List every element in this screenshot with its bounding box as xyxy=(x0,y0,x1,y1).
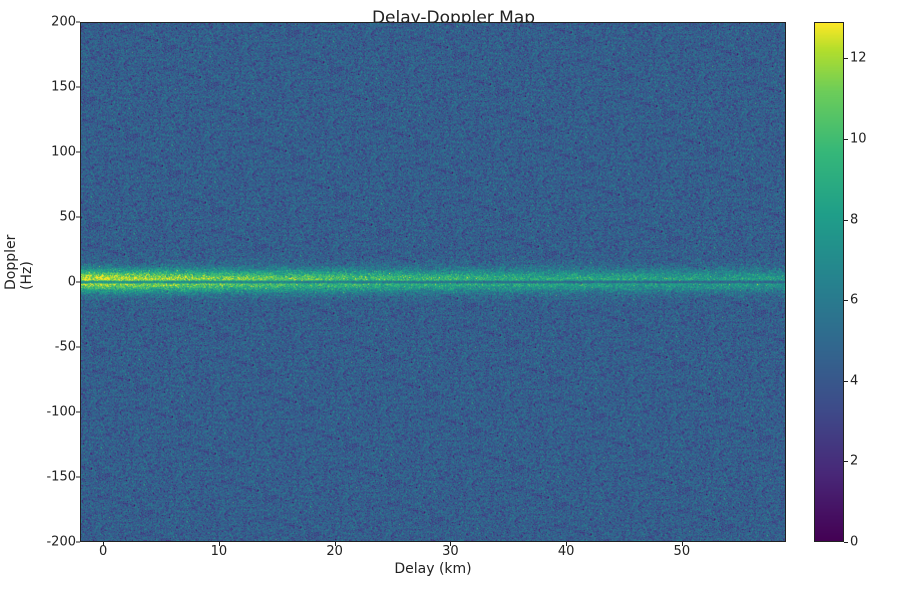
colorbar-tick-mark xyxy=(844,381,848,382)
y-axis-tick-mark xyxy=(76,412,80,413)
y-axis-tick-mark xyxy=(76,152,80,153)
y-axis-tick-label: 50 xyxy=(30,210,76,225)
colorbar-tick-mark xyxy=(844,58,848,59)
y-axis-tick-label: -200 xyxy=(30,535,76,550)
y-axis-tick-mark xyxy=(76,22,80,23)
x-axis-tick-mark xyxy=(566,542,567,546)
x-axis-label: Delay (km) xyxy=(80,561,786,577)
y-axis-tick-mark xyxy=(76,477,80,478)
y-axis-tick-label: 200 xyxy=(30,15,76,30)
colorbar-tick-mark xyxy=(844,542,848,543)
x-axis-tick-mark xyxy=(219,542,220,546)
x-axis-tick-mark xyxy=(103,542,104,546)
y-axis-tick-label: -150 xyxy=(30,470,76,485)
colorbar-tick-mark xyxy=(844,300,848,301)
x-axis-tick-mark xyxy=(450,542,451,546)
colorbar-tick-mark xyxy=(844,461,848,462)
y-axis-tick-label: 0 xyxy=(30,275,76,290)
y-axis-tick-mark xyxy=(76,542,80,543)
y-axis-tick-label: 100 xyxy=(30,145,76,160)
y-axis-tick-mark xyxy=(76,87,80,88)
colorbar-tick-label: 4 xyxy=(850,373,858,388)
colorbar-tick-mark xyxy=(844,139,848,140)
y-axis-tick-mark xyxy=(76,282,80,283)
y-axis-tick-label: 150 xyxy=(30,80,76,95)
colorbar-tick-label: 2 xyxy=(850,454,858,469)
x-axis-tick-label: 0 xyxy=(99,544,107,559)
y-axis-tick-label: -50 xyxy=(30,340,76,355)
colorbar-tick-label: 8 xyxy=(850,212,858,227)
delay-doppler-chart: Delay-Doppler Map Doppler (Hz) 200 150 100… xyxy=(0,0,907,590)
colorbar-tick-label: 0 xyxy=(850,535,858,550)
colorbar-tick-mark xyxy=(844,220,848,221)
y-axis-tick-label: -100 xyxy=(30,405,76,420)
colorbar[interactable] xyxy=(814,22,844,542)
colorbar-canvas[interactable] xyxy=(814,22,844,542)
x-axis-tick-label: 10 xyxy=(211,544,228,559)
x-axis-tick-label: 50 xyxy=(674,544,691,559)
x-axis-tick-label: 40 xyxy=(558,544,575,559)
x-axis-tick-label: 20 xyxy=(326,544,343,559)
x-axis-tick-mark xyxy=(682,542,683,546)
x-axis-tick-mark xyxy=(335,542,336,546)
colorbar-tick-label: 6 xyxy=(850,293,858,308)
x-axis-tick-label: 30 xyxy=(442,544,459,559)
y-axis-tick-mark xyxy=(76,347,80,348)
colorbar-tick-label: 12 xyxy=(850,51,867,66)
colorbar-tick-label: 10 xyxy=(850,131,867,146)
y-axis-tick-mark xyxy=(76,217,80,218)
